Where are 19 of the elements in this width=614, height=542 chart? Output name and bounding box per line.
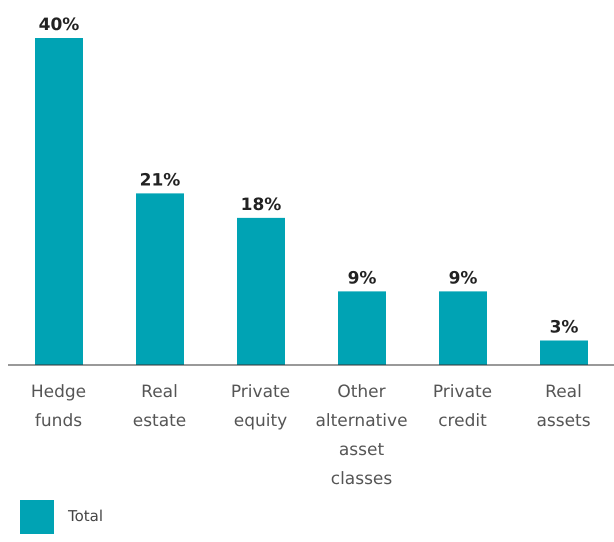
x-tick-label: Hedge funds: [30, 382, 86, 431]
data-label: 18%: [240, 194, 282, 215]
x-tick-label: Private equity: [230, 382, 290, 431]
bar: [338, 291, 386, 365]
data-label: 21%: [140, 170, 180, 190]
data-label: 9%: [448, 268, 478, 288]
data-label: 40%: [38, 15, 80, 35]
legend-label: Total: [68, 507, 104, 526]
bar: [237, 218, 285, 365]
data-label: 9%: [348, 268, 376, 288]
bar: [136, 193, 184, 365]
bar: [439, 291, 487, 365]
x-tick-label: Other alternative asset classes: [315, 382, 408, 489]
bar: [35, 38, 83, 365]
x-tick-label: Private credit: [432, 382, 492, 431]
bar: [540, 340, 588, 365]
data-label: 3%: [550, 317, 578, 338]
x-tick-label: Real assets: [536, 382, 591, 431]
x-tick-label: Real estate: [132, 382, 186, 431]
